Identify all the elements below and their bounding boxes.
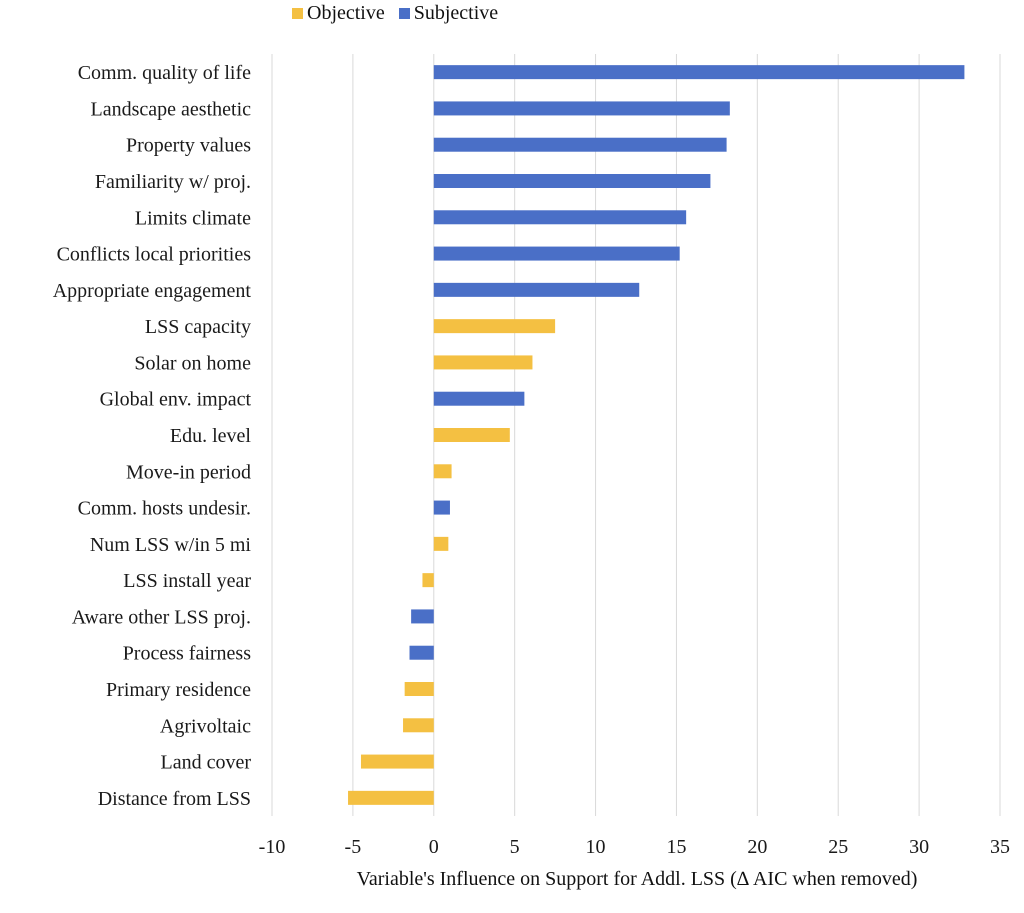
bar <box>433 464 452 479</box>
bar <box>433 101 730 116</box>
category-label: LSS install year <box>123 570 251 592</box>
x-tick-label: 25 <box>828 836 848 858</box>
category-label: Solar on home <box>134 352 251 374</box>
x-tick-label: 30 <box>909 836 929 858</box>
legend-label-objective: Objective <box>307 2 385 24</box>
category-label: Primary residence <box>106 679 251 701</box>
category-label: Agrivoltaic <box>160 715 251 737</box>
bar <box>433 210 687 225</box>
bar <box>433 391 525 406</box>
bar <box>433 246 680 261</box>
bar <box>433 282 640 297</box>
category-label: Limits climate <box>135 207 251 229</box>
bar <box>360 754 434 769</box>
bar <box>433 536 449 551</box>
x-tick-label: -10 <box>259 836 286 858</box>
bar <box>409 645 434 660</box>
bar <box>404 682 434 696</box>
legend-item-subjective: Subjective <box>398 2 499 25</box>
x-tick-label: 35 <box>990 836 1010 858</box>
category-label: Appropriate engagement <box>53 280 252 302</box>
category-label: Land cover <box>160 752 251 774</box>
x-tick-label: 15 <box>666 836 686 858</box>
x-tick-label: 20 <box>747 836 767 858</box>
bar <box>433 355 533 370</box>
bar <box>403 718 434 733</box>
category-label: Move-in period <box>126 461 251 483</box>
category-label: Edu. level <box>170 425 252 447</box>
category-label: Num LSS w/in 5 mi <box>90 534 252 556</box>
bar <box>433 319 556 334</box>
bar <box>348 790 434 805</box>
x-tick-label: 10 <box>586 836 606 858</box>
category-label: Comm. hosts undesir. <box>78 498 251 520</box>
legend-label-subjective: Subjective <box>413 2 499 24</box>
bar <box>433 428 510 442</box>
category-label: Conflicts local priorities <box>57 244 252 266</box>
category-label: Global env. impact <box>100 389 252 411</box>
legend-swatch-subjective <box>398 8 410 19</box>
category-label: Property values <box>126 135 251 157</box>
bar <box>433 65 965 80</box>
legend-item-objective: Objective <box>292 2 385 25</box>
category-label: Process fairness <box>123 643 252 665</box>
category-label: Landscape aesthetic <box>91 98 252 120</box>
x-tick-label: 0 <box>429 836 439 858</box>
bar <box>411 609 434 624</box>
x-tick-label: 5 <box>510 836 520 858</box>
category-label: Comm. quality of life <box>78 62 251 84</box>
bar <box>422 573 434 588</box>
x-axis-title: Variable's Influence on Support for Addl… <box>356 868 918 890</box>
x-tick-label: -5 <box>345 836 362 858</box>
category-label: Familiarity w/ proj. <box>95 171 251 193</box>
bar <box>433 500 450 515</box>
bar <box>433 174 711 188</box>
category-label: LSS capacity <box>145 316 251 338</box>
legend: Objective Subjective <box>292 2 498 25</box>
bar <box>433 137 727 152</box>
category-label: Aware other LSS proj. <box>72 606 251 628</box>
legend-swatch-objective <box>292 8 303 19</box>
category-label: Distance from LSS <box>98 788 251 810</box>
